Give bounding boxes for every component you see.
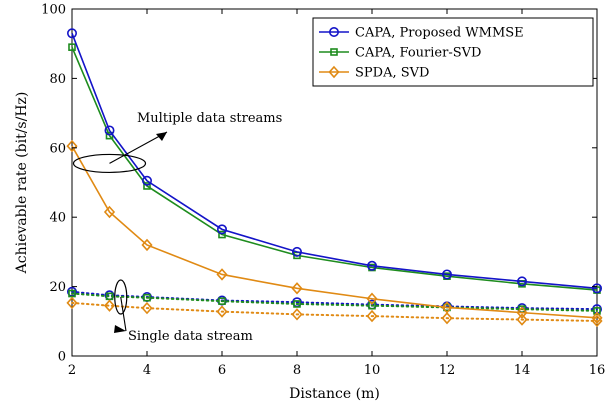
x-axis-label: Distance (m) bbox=[289, 386, 380, 402]
data-point bbox=[103, 299, 116, 312]
annotation-arrowhead-single bbox=[114, 325, 126, 333]
data-point bbox=[67, 28, 78, 39]
data-point bbox=[291, 246, 302, 257]
data-point bbox=[441, 311, 453, 325]
legend: CAPA, Proposed WMMSE CAPA, Fourier-SVD S… bbox=[312, 17, 594, 87]
data-point bbox=[141, 301, 153, 315]
x-tick-label: 14 bbox=[514, 363, 531, 378]
x-tick-label: 12 bbox=[439, 363, 456, 378]
x-tick-label: 4 bbox=[143, 363, 151, 378]
data-point bbox=[366, 309, 378, 323]
series-layer bbox=[66, 28, 603, 328]
legend-marker-2 bbox=[328, 65, 340, 79]
x-tick-label: 10 bbox=[364, 363, 381, 378]
legend-box bbox=[312, 17, 594, 87]
data-point bbox=[68, 289, 76, 298]
series-line bbox=[71, 145, 598, 319]
data-point bbox=[143, 182, 151, 190]
annotation-single-stream: Single data stream bbox=[128, 329, 253, 344]
series-multiple-0 bbox=[67, 28, 602, 294]
annotation-arrow-single bbox=[120, 296, 127, 332]
data-point bbox=[291, 308, 303, 321]
data-point bbox=[104, 125, 115, 136]
data-point bbox=[66, 139, 78, 153]
y-axis-label: Achievable rate (bit/s/Hz) bbox=[14, 92, 30, 275]
data-point bbox=[591, 311, 603, 325]
data-point bbox=[68, 43, 76, 51]
annotations: Multiple data streams Single data stream bbox=[72, 111, 282, 344]
data-point bbox=[216, 268, 228, 281]
data-point bbox=[218, 230, 226, 239]
annotation-ellipse-single bbox=[114, 279, 128, 315]
y-tick-label: 20 bbox=[49, 280, 66, 295]
plot-area bbox=[71, 8, 598, 357]
data-point bbox=[217, 224, 228, 235]
y-tick-label: 80 bbox=[49, 72, 66, 87]
y-tick-label: 100 bbox=[41, 3, 66, 18]
y-tick-label: 0 bbox=[58, 350, 66, 365]
data-point bbox=[291, 282, 303, 295]
series-line bbox=[71, 292, 598, 312]
series-multiple-2 bbox=[66, 139, 603, 325]
data-point bbox=[441, 301, 453, 314]
data-point bbox=[516, 306, 528, 319]
annotation-ellipse-multiple bbox=[72, 153, 147, 174]
data-point bbox=[66, 296, 78, 310]
data-point bbox=[516, 276, 527, 287]
data-point bbox=[293, 300, 301, 308]
x-tick-label: 2 bbox=[68, 363, 76, 378]
x-tick-label: 8 bbox=[293, 363, 301, 378]
data-point bbox=[366, 260, 377, 271]
data-point bbox=[103, 205, 116, 219]
x-tick-label: 16 bbox=[589, 363, 606, 378]
legend-entry-2: SPDA, SVD bbox=[355, 66, 429, 81]
series-line bbox=[71, 33, 598, 290]
annotation-arrowhead-multiple bbox=[156, 132, 167, 141]
data-point bbox=[216, 305, 228, 318]
data-point bbox=[141, 238, 153, 252]
y-tick-label: 40 bbox=[49, 211, 66, 226]
data-point bbox=[105, 292, 114, 301]
ticks-layer: 2 4 6 8 10 12 14 16 0 20 40 60 80 100 bbox=[41, 3, 605, 379]
legend-entry-0: CAPA, Proposed WMMSE bbox=[355, 26, 524, 41]
annotation-arrow-multiple bbox=[109, 131, 168, 164]
data-point bbox=[218, 297, 226, 305]
y-tick-label: 60 bbox=[49, 141, 66, 156]
data-point bbox=[516, 313, 528, 326]
plot-frame bbox=[71, 8, 598, 357]
legend-marker-1 bbox=[330, 48, 338, 56]
x-tick-label: 6 bbox=[218, 363, 226, 378]
legend-entry-1: CAPA, Fourier-SVD bbox=[355, 46, 481, 61]
annotation-multiple-streams: Multiple data streams bbox=[137, 111, 282, 126]
data-point bbox=[591, 283, 602, 294]
data-point bbox=[143, 293, 151, 302]
data-point bbox=[441, 269, 452, 280]
legend-marker-0 bbox=[328, 26, 339, 37]
data-point bbox=[142, 175, 153, 186]
data-point bbox=[366, 292, 378, 305]
